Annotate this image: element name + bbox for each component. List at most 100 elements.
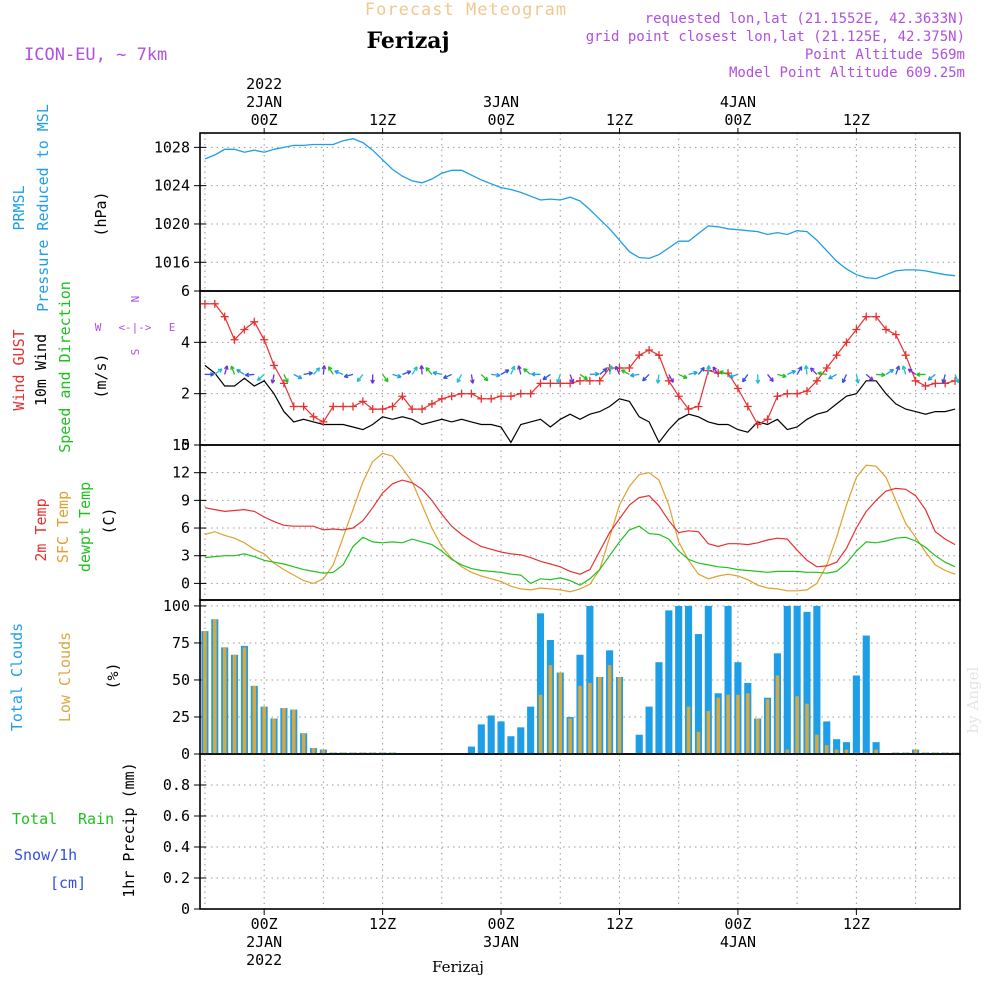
compass-rose: W E <-|-> N S bbox=[95, 296, 176, 356]
wind-arrow-head bbox=[901, 365, 907, 370]
wind-dir-label: Speed and Direction bbox=[56, 281, 74, 453]
wind-arrow bbox=[608, 365, 613, 375]
y-tick-label: 100 bbox=[163, 597, 190, 615]
wind-arrow-head bbox=[797, 366, 803, 371]
wind-arrow bbox=[456, 374, 463, 383]
total-rain-label: Total bbox=[12, 810, 57, 828]
wind-arrow-head bbox=[308, 371, 313, 376]
footer-location: Ferizaj bbox=[432, 958, 484, 976]
gust-marker bbox=[427, 399, 436, 408]
low-cloud-bar bbox=[272, 718, 276, 754]
t2m-line bbox=[204, 479, 956, 575]
wind-arrow bbox=[810, 367, 818, 375]
gust-marker bbox=[329, 402, 338, 411]
wind-arrow-head bbox=[803, 365, 809, 370]
wind-arrow-head bbox=[620, 369, 626, 374]
gust-marker bbox=[753, 420, 762, 429]
gust-marker bbox=[437, 394, 446, 403]
wind-arrow bbox=[630, 373, 640, 377]
y-tick-label: 0 bbox=[181, 745, 190, 763]
y-tick-label: 3 bbox=[181, 547, 190, 565]
dewpoint-line bbox=[204, 525, 956, 586]
low-cloud-bar bbox=[311, 748, 316, 754]
gust-marker bbox=[388, 402, 397, 411]
low-cloud-bar bbox=[252, 685, 257, 754]
top-time-label: 3JAN bbox=[483, 93, 519, 111]
wind-arrow-head bbox=[583, 375, 589, 381]
gust-marker bbox=[576, 376, 584, 385]
wind-arrow bbox=[642, 373, 650, 382]
gust-marker bbox=[467, 389, 476, 398]
wind-arrow-head bbox=[941, 379, 947, 384]
gust-marker bbox=[418, 405, 427, 414]
bottom-time-label: 12Z bbox=[369, 915, 396, 933]
gust-marker bbox=[230, 335, 239, 344]
wind-arrow-head bbox=[693, 370, 698, 376]
low-cloud-bar bbox=[913, 749, 918, 754]
wind-arrow-head bbox=[828, 374, 833, 380]
y-tick-label: 50 bbox=[172, 671, 190, 689]
gust-marker bbox=[289, 402, 298, 411]
wind-arrow-head bbox=[927, 376, 933, 381]
bottom-time-label: 12Z bbox=[606, 915, 633, 933]
y-tick-label: 0.6 bbox=[163, 807, 190, 825]
compass-w: W bbox=[95, 321, 102, 334]
low-cloud-bar bbox=[815, 734, 819, 754]
wind-arrow bbox=[876, 373, 886, 376]
gust-marker bbox=[270, 361, 279, 370]
wind-arrow bbox=[236, 369, 245, 375]
gust-marker bbox=[832, 351, 841, 360]
temperature-panel: 0 3 6 9 12 15 2m Temp SFC Temp dewpt Temp (C) bbox=[32, 436, 961, 601]
wind-arrow-head bbox=[297, 374, 303, 380]
gust-marker bbox=[319, 417, 328, 426]
wind-arrow-head bbox=[406, 370, 412, 375]
wind-arrow-head bbox=[608, 365, 614, 370]
y-tick-label: 9 bbox=[181, 491, 190, 509]
wind-arrow bbox=[303, 372, 313, 376]
low-cloud-bar bbox=[588, 682, 592, 754]
total-cloud-bar bbox=[852, 675, 860, 754]
wind-arrow bbox=[688, 371, 698, 376]
total-cloud-bar bbox=[823, 721, 831, 754]
gust-marker bbox=[931, 379, 940, 388]
top-time-label: 00Z bbox=[487, 111, 514, 129]
sfc-temp-label: SFC Temp bbox=[54, 491, 72, 563]
total-cloud-bar bbox=[872, 742, 880, 754]
wind-arrow bbox=[787, 370, 796, 376]
wind-arrow bbox=[777, 373, 787, 378]
gust-marker bbox=[585, 376, 594, 385]
gust-marker bbox=[862, 312, 871, 321]
low-cloud-bar bbox=[874, 749, 878, 754]
wind-arrow bbox=[443, 373, 452, 379]
wind-arrow-head bbox=[256, 376, 262, 382]
wind-arrow bbox=[942, 374, 946, 384]
wind-arrow-head bbox=[517, 365, 522, 370]
wind-arrow-head bbox=[456, 378, 461, 383]
wind-arrow bbox=[817, 372, 827, 376]
wind-arrow-head bbox=[841, 378, 847, 384]
point-altitude: Point Altitude 569m bbox=[805, 47, 965, 63]
wind-arrow-head bbox=[642, 376, 647, 382]
y-tick-label: 6 bbox=[181, 519, 190, 537]
gust-marker bbox=[921, 381, 930, 390]
wind-arrow-head bbox=[655, 379, 661, 384]
prmsl-label: PRMSL bbox=[10, 185, 28, 230]
wind-arrow-head bbox=[556, 378, 561, 384]
wind-gust-line bbox=[204, 303, 956, 426]
bottom-time-label: 00Z bbox=[724, 915, 751, 933]
low-cloud-bar bbox=[746, 693, 750, 754]
compass-arrows: <-|-> bbox=[118, 321, 151, 334]
low-cloud-bar bbox=[716, 697, 720, 754]
bottom-time-label: 00Z bbox=[487, 915, 514, 933]
gust-marker bbox=[348, 402, 357, 411]
wind-arrow-head bbox=[523, 368, 528, 373]
wind-arrow bbox=[523, 368, 532, 375]
wind-arrow-head bbox=[706, 365, 712, 370]
total-cloud-bar bbox=[527, 706, 535, 754]
low-cloud-bar bbox=[282, 708, 286, 754]
low-cloud-bar bbox=[568, 718, 572, 754]
total-cloud-bar bbox=[842, 742, 851, 754]
low-cloud-bar bbox=[805, 703, 809, 754]
low-cloud-bar bbox=[706, 711, 711, 754]
